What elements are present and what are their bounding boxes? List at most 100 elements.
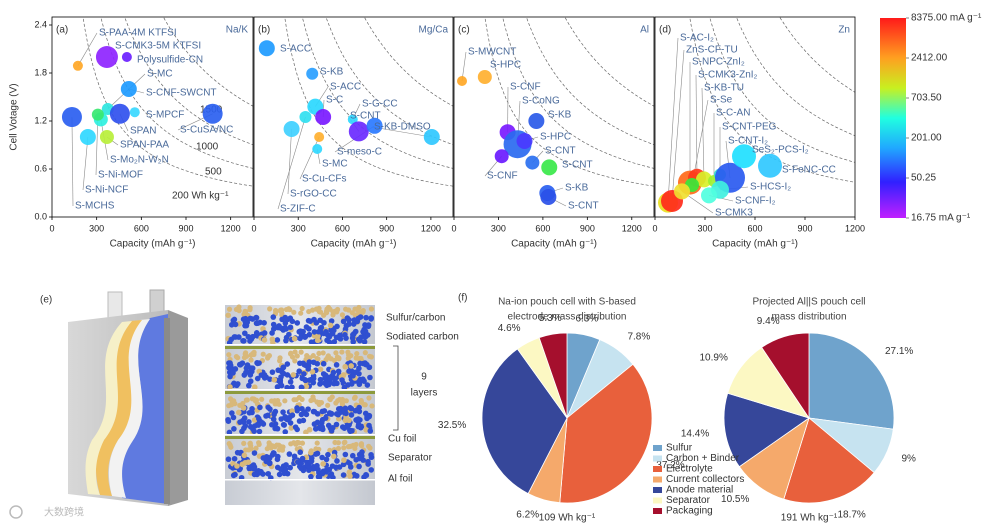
particle [278, 416, 285, 422]
legend-swatch [653, 497, 662, 504]
particle [253, 314, 259, 321]
particle [319, 454, 325, 461]
point-label: S-HCS-I₂ [750, 182, 791, 193]
x-axis-label: Capacity (mAh g⁻¹) [311, 239, 397, 250]
bubble [61, 107, 82, 127]
separator [225, 389, 375, 391]
particle [327, 447, 333, 453]
bubble [299, 111, 312, 123]
particle [319, 424, 326, 430]
point-label: S-CNT [562, 160, 593, 171]
particle [331, 339, 338, 345]
particle [314, 306, 320, 312]
particle [241, 440, 247, 446]
particle [307, 355, 313, 361]
point-label: S-FeNC-CC [782, 165, 836, 176]
particle [269, 330, 275, 336]
point-label: S-CNT [545, 146, 576, 157]
particle [348, 353, 354, 359]
bubble [528, 113, 545, 129]
particle [309, 307, 316, 313]
pie-title: Na-ion pouch cell with S-based [498, 297, 636, 308]
point-label: Polysulfide-CN [137, 55, 203, 66]
particle [327, 322, 334, 329]
legend-swatch [653, 487, 662, 493]
bubble [701, 187, 717, 204]
particle [278, 325, 285, 332]
colorbar [880, 18, 906, 218]
particle [332, 439, 338, 446]
point-label: S-CoNG [522, 96, 560, 107]
particle [352, 306, 358, 312]
foil [225, 346, 375, 349]
bubble [312, 144, 323, 154]
particle [289, 408, 295, 414]
bubble [121, 52, 132, 62]
particle [342, 331, 348, 338]
particle [354, 351, 360, 357]
particle [253, 445, 259, 451]
particle [368, 467, 375, 473]
particle [247, 305, 253, 311]
particle [289, 384, 295, 391]
region-label: Zn [838, 25, 850, 36]
particle [355, 336, 362, 343]
bubble [314, 132, 325, 142]
particle [307, 459, 314, 465]
point-label: S-CNF-SWCNT [146, 88, 217, 99]
particle [254, 360, 261, 367]
x-tick-label: 0 [251, 223, 256, 233]
particle [274, 337, 281, 343]
separator [225, 434, 375, 436]
particle [339, 312, 346, 318]
point-label: S-MCHS [75, 201, 115, 212]
colorbar-label: 2412.00 [911, 53, 948, 64]
particle [234, 463, 240, 469]
legend-swatch [653, 445, 662, 451]
bubble [696, 171, 712, 188]
particle [310, 379, 317, 386]
bubble [516, 133, 533, 149]
bubble [258, 40, 275, 57]
slice-label: 9.4% [757, 316, 780, 327]
particle [265, 470, 272, 477]
particle [249, 406, 255, 412]
particle [230, 472, 237, 479]
contour-label: 500 [205, 167, 222, 178]
x-tick-label: 1200 [221, 223, 241, 233]
particle [358, 355, 364, 362]
particle [287, 379, 294, 385]
x-tick-label: 600 [335, 223, 350, 233]
particle [270, 416, 277, 423]
plot-frame [453, 16, 655, 218]
particle [292, 349, 298, 355]
bubble [129, 107, 140, 118]
particle [367, 428, 374, 434]
bubble [525, 155, 540, 170]
x-axis-label: Capacity (mAh g⁻¹) [511, 239, 597, 250]
particle [353, 457, 359, 463]
particle [294, 405, 300, 411]
particle [231, 316, 238, 323]
legend-swatch [653, 476, 662, 483]
point-label: S-CNT [568, 201, 599, 212]
particle [334, 323, 340, 330]
particle [316, 474, 323, 480]
y-tick-label: 2.4 [34, 19, 47, 29]
particle [260, 351, 266, 357]
leader-line [277, 116, 306, 210]
particle [328, 428, 335, 434]
slice-label: 10.5% [721, 494, 749, 505]
bubble [732, 144, 756, 169]
particle [256, 440, 262, 446]
x-tick-label: 300 [291, 223, 306, 233]
particle [350, 331, 356, 338]
legend-label: Sulfur [666, 443, 693, 454]
particle [247, 372, 254, 378]
particle [277, 358, 283, 364]
bubble [366, 117, 383, 134]
particle [347, 460, 353, 467]
y-tick-label: 1.2 [34, 115, 47, 125]
point-label: S-MC [147, 69, 173, 80]
particle [278, 466, 284, 473]
